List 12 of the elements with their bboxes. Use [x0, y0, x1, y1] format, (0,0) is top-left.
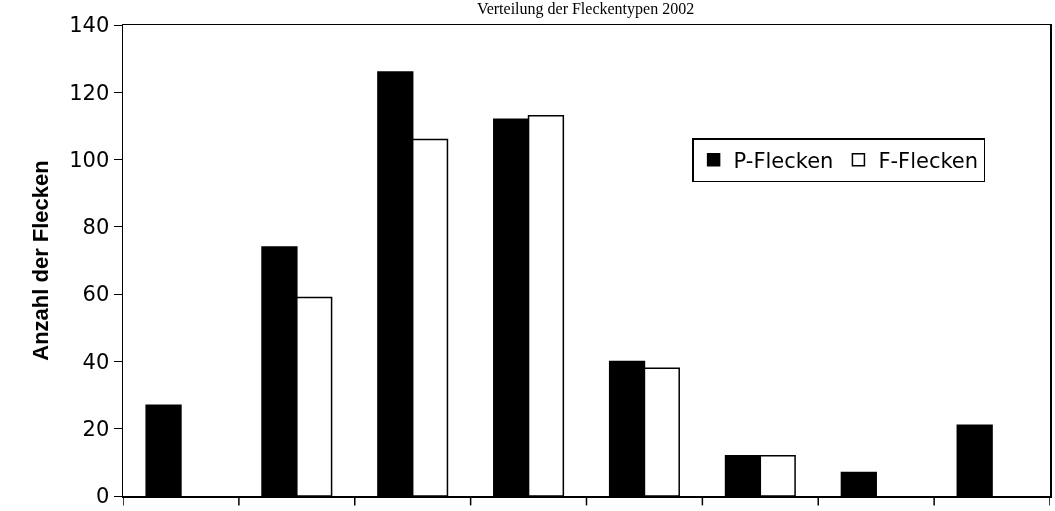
chart-title: Verteilung der Fleckentypen 2002: [476, 0, 695, 18]
y-tick-label: 100: [69, 147, 110, 172]
y-tick-label: 80: [82, 215, 110, 240]
y-tick-label: 120: [69, 80, 110, 105]
y-tick-label: 140: [69, 13, 110, 38]
y-tick-label: 20: [82, 417, 110, 442]
legend-label: F-Flecken: [878, 148, 979, 173]
legend-label: P-Flecken: [733, 148, 834, 173]
y-axis-title: Anzahl der Flecken: [28, 160, 54, 361]
y-tick-label: 0: [95, 484, 110, 509]
y-tick-label: 40: [82, 349, 110, 374]
y-tick-label: 60: [82, 282, 110, 307]
